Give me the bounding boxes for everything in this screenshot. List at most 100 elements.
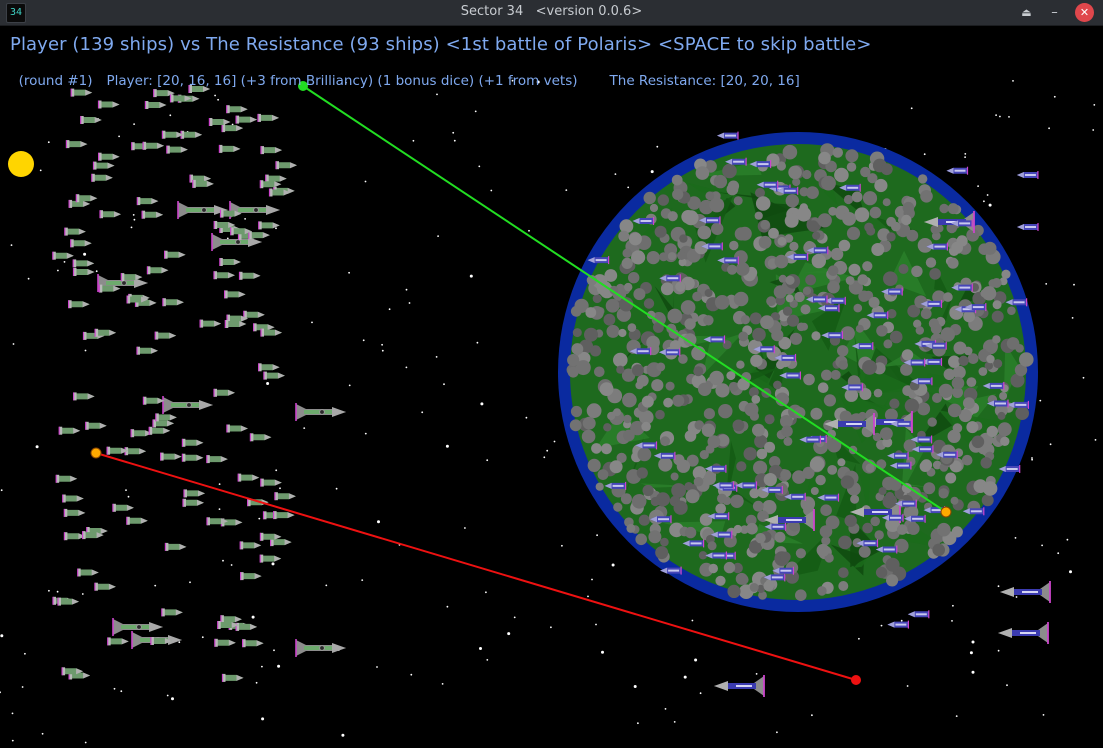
player-fighter[interactable] [275,160,298,170]
player-fighter[interactable] [58,426,81,436]
player-fighter[interactable] [181,453,204,463]
player-fighter[interactable] [94,328,117,338]
player-fighter[interactable] [224,319,247,329]
player-fighter[interactable] [136,346,159,356]
player-fighter[interactable] [213,388,236,398]
player-fighter[interactable] [166,145,189,155]
player-fighter[interactable] [55,474,78,484]
battle-scene[interactable] [0,26,1103,748]
minimize-button[interactable]: – [1051,5,1058,20]
player-fighter[interactable] [124,446,147,456]
player-fighter[interactable] [208,117,231,127]
player-fighter[interactable] [99,209,122,219]
player-fighter[interactable] [160,452,183,462]
player-fighter[interactable] [260,145,283,155]
player-fighter[interactable] [219,257,242,267]
player-fighter[interactable] [62,493,85,504]
player-fighter[interactable] [237,473,260,483]
player-fighter[interactable] [85,421,108,431]
player-fighter[interactable] [126,516,149,526]
player-fighter[interactable] [155,412,178,422]
player-fighter[interactable] [161,607,184,618]
player-fighter[interactable] [72,391,96,401]
enemy-fighter[interactable] [945,166,969,176]
player-fighter[interactable] [235,622,258,632]
player-fighter[interactable] [136,196,159,206]
player-fighter[interactable] [260,478,283,488]
player-fighter[interactable] [70,238,93,248]
player-fighter[interactable] [182,498,205,508]
player-fighter[interactable] [57,596,80,607]
player-fighter[interactable] [72,267,96,277]
player-fighter[interactable] [226,423,249,434]
player-fighter[interactable] [97,152,121,162]
player-fighter[interactable] [248,230,271,240]
enemy-fighter[interactable] [1016,170,1039,180]
player-fighter[interactable] [77,567,100,578]
player-fighter[interactable] [154,331,177,341]
player-fighter[interactable] [65,139,89,149]
player-fighter[interactable] [218,144,241,154]
player-fighter[interactable] [214,638,237,648]
player-cruiser[interactable] [229,200,281,220]
player-fighter[interactable] [75,193,98,203]
player-fighter[interactable] [235,114,258,125]
player-fighter[interactable] [260,328,283,338]
player-fighter[interactable] [206,454,229,464]
player-fighter[interactable] [258,362,281,372]
player-fighter[interactable] [226,104,249,114]
player-fighter[interactable] [183,488,206,498]
player-fighter[interactable] [263,371,286,381]
player-fighter[interactable] [239,540,262,551]
enemy-cruiser[interactable] [713,674,765,698]
player-fighter[interactable] [63,508,86,518]
player-fighter[interactable] [144,100,167,110]
close-button[interactable]: ✕ [1075,3,1094,22]
planet-polaris[interactable] [558,132,1038,612]
player-fighter[interactable] [221,673,245,683]
player-fighter[interactable] [80,115,103,125]
player-fighter[interactable] [161,130,184,140]
player-fighter[interactable] [162,297,185,307]
player-fighter[interactable] [164,542,187,552]
enemy-fighter[interactable] [886,619,910,630]
player-fighter[interactable] [141,210,164,220]
player-fighter[interactable] [238,271,262,281]
player-cruiser[interactable] [112,617,164,637]
player-fighter[interactable] [274,491,297,501]
player-fighter[interactable] [243,310,266,320]
player-fighter[interactable] [142,141,165,151]
player-fighter[interactable] [52,251,75,261]
player-fighter[interactable] [92,161,116,171]
player-fighter[interactable] [70,87,93,98]
player-fighter[interactable] [142,396,165,406]
player-fighter[interactable] [64,227,87,237]
keep-above-button[interactable]: ⏏ [1021,6,1032,19]
player-fighter[interactable] [180,130,203,140]
player-fighter[interactable] [240,571,263,581]
enemy-cruiser[interactable] [999,580,1051,604]
player-fighter[interactable] [148,426,171,436]
player-fighter[interactable] [224,289,247,299]
player-fighter[interactable] [242,638,265,648]
player-fighter[interactable] [94,582,117,592]
player-fighter[interactable] [257,113,280,123]
enemy-fighter[interactable] [907,609,930,619]
player-fighter[interactable] [146,265,169,275]
player-fighter[interactable] [164,250,187,260]
enemy-fighter[interactable] [1016,222,1039,232]
enemy-fighter[interactable] [716,131,739,141]
player-fighter[interactable] [72,258,95,268]
player-cruiser[interactable] [295,402,347,422]
player-fighter[interactable] [112,503,135,513]
player-fighter[interactable] [97,99,121,110]
player-fighter[interactable] [221,123,244,133]
player-fighter[interactable] [199,319,222,329]
player-cruiser[interactable] [162,395,214,415]
player-fighter[interactable] [213,270,236,280]
enemy-cruiser[interactable] [997,621,1049,645]
player-fighter[interactable] [67,299,91,309]
player-fighter[interactable] [192,179,215,189]
player-fighter[interactable] [91,173,114,183]
player-fighter[interactable] [259,553,282,564]
